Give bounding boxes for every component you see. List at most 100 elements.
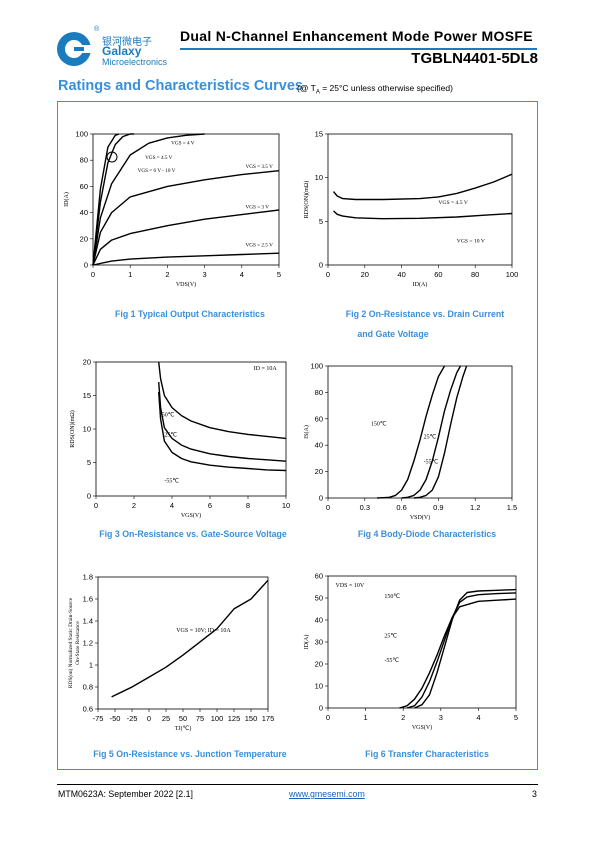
x-tick-label: 60 (434, 270, 442, 279)
series-line-1 (401, 365, 462, 499)
y-tick-label: 80 (80, 156, 88, 165)
y-axis-label: RDS(ON)(mΩ) (303, 181, 310, 218)
series-line-2 (414, 588, 517, 709)
caption-fig5: Fig 5 On-Resistance vs. Junction Tempera… (93, 749, 287, 759)
x-axis-label: VGS(V) (181, 512, 201, 519)
x-tick-label: 8 (246, 501, 250, 510)
y-tick-label: 40 (315, 441, 323, 450)
document-title: Dual N-Channel Enhancement Mode Power MO… (180, 28, 533, 44)
x-axis-label: TJ(℃) (175, 725, 192, 732)
y-tick-label: 10 (315, 173, 323, 182)
caption-fig2-line2: and Gate Voltage (357, 329, 429, 339)
x-tick-label: 20 (361, 270, 369, 279)
annotation-label: VGS = 3.5 V (246, 164, 274, 170)
series-line-2 (413, 365, 468, 499)
part-number: TGBLN4401-5DL8 (411, 50, 538, 67)
plot-area (327, 365, 513, 499)
caption-fig2: Fig 2 On-Resistance vs. Drain Current (345, 309, 505, 319)
annotation-label: VGS = 2.5 V (246, 243, 274, 249)
x-tick-label: 1.5 (507, 503, 517, 512)
y-tick-label: 1.6 (83, 595, 93, 604)
y-tick-label: 60 (315, 414, 323, 423)
x-tick-label: 6 (208, 501, 212, 510)
chart-fig5: -75 -50 -25 0 25 50 75 100 125 150 175 0.6 0.8 1 1.2 1.… (67, 573, 274, 733)
x-tick-label: 100 (211, 714, 224, 723)
y-tick-label: 0 (319, 261, 323, 270)
series-line-0 (92, 252, 280, 266)
y-tick-label: 20 (315, 660, 323, 669)
plot-area (97, 576, 269, 710)
logo-subtitle: Microelectronics (102, 57, 168, 67)
series-line-2 (158, 392, 287, 472)
y-tick-label: 1.2 (83, 639, 93, 648)
y-tick-label: 1.8 (83, 573, 93, 582)
x-tick-label: -25 (127, 714, 138, 723)
y-tick-label: 20 (315, 467, 323, 476)
series-line-3 (92, 133, 205, 266)
x-tick-label: 5 (277, 270, 281, 279)
x-tick-label: 4 (170, 501, 174, 510)
logo-chinese: 银河微电子 (102, 37, 152, 48)
caption-fig6: Fig 6 Transfer Characteristics (365, 749, 489, 759)
x-tick-label: 1 (128, 270, 132, 279)
plot-area (92, 133, 280, 266)
y-tick-label: 60 (315, 572, 323, 581)
y-tick-label: 0 (84, 261, 88, 270)
annotation-label: 150℃ (159, 412, 175, 418)
x-tick-label: 0.6 (396, 503, 406, 512)
chart-fig3: 0 2 4 6 8 10 0 5 10 15 20 VGS(V) RDS(ON)(mΩ) ID = 10A… (69, 358, 290, 520)
y-tick-label: 10 (83, 425, 91, 434)
x-tick-label: 1.2 (470, 503, 480, 512)
y-tick-label: 0.8 (83, 683, 93, 692)
x-tick-label: 1 (364, 713, 368, 722)
series-line-0 (399, 598, 517, 709)
caption-fig4: Fig 4 Body-Diode Characteristics (357, 529, 497, 539)
x-tick-label: 100 (506, 270, 519, 279)
y-axis-label: RDS(on) Normalized Static Drain-Source (67, 597, 74, 688)
y-tick-label: 20 (80, 234, 88, 243)
series-line-2 (92, 170, 280, 266)
caption-fig1: Fig 1 Typical Output Characteristics (115, 309, 265, 319)
x-tick-label: 0 (91, 270, 95, 279)
annotation-label: VGS = 10V; ID = 10A (176, 628, 231, 634)
x-tick-label: 0 (147, 714, 151, 723)
y-tick-label: 100 (75, 130, 88, 139)
x-tick-label: 150 (245, 714, 258, 723)
y-tick-label: 0 (319, 704, 323, 713)
y-tick-label: 1 (89, 661, 93, 670)
y-tick-label: 15 (83, 391, 91, 400)
figures-frame (57, 101, 538, 770)
page-number: 3 (532, 789, 537, 799)
y-tick-label: 5 (319, 217, 323, 226)
annotation-label: 25℃ (164, 432, 177, 438)
series-line-0 (332, 173, 513, 201)
plot-area (327, 133, 513, 266)
annotation-label: 25℃ (424, 435, 437, 441)
x-tick-label: -75 (93, 714, 104, 723)
x-tick-label: 0 (326, 503, 330, 512)
x-tick-label: 0.9 (433, 503, 443, 512)
logo-name: Galaxy (102, 44, 142, 58)
x-tick-label: 0.3 (360, 503, 370, 512)
x-tick-label: 10 (282, 501, 290, 510)
series-line-0 (377, 365, 446, 499)
x-tick-label: -50 (110, 714, 121, 723)
annotation-label: VDS = 10V (336, 583, 365, 589)
annotation-label: -55℃ (424, 460, 439, 466)
y-axis-label: RDS(ON)(mΩ) (69, 410, 76, 447)
y-tick-label: 15 (315, 130, 323, 139)
x-tick-label: 2 (165, 270, 169, 279)
galaxy-logo-icon (57, 32, 92, 66)
website-link[interactable]: www.gmesemi.com (289, 789, 365, 799)
y-tick-label: 40 (315, 616, 323, 625)
y-tick-label: 1.4 (83, 617, 93, 626)
x-tick-label: 80 (471, 270, 479, 279)
y-tick-label: 0.6 (83, 705, 93, 714)
annotation-label: 150℃ (384, 594, 400, 600)
chart-fig2: 0 20 40 60 80 100 0 5 10 15 ID(A) RDS(ON)(mΩ) VGS = … (303, 130, 519, 289)
x-tick-label: 0 (326, 270, 330, 279)
annotation-label: 150℃ (371, 421, 387, 427)
y-tick-label: 80 (315, 388, 323, 397)
header-divider (180, 48, 537, 50)
